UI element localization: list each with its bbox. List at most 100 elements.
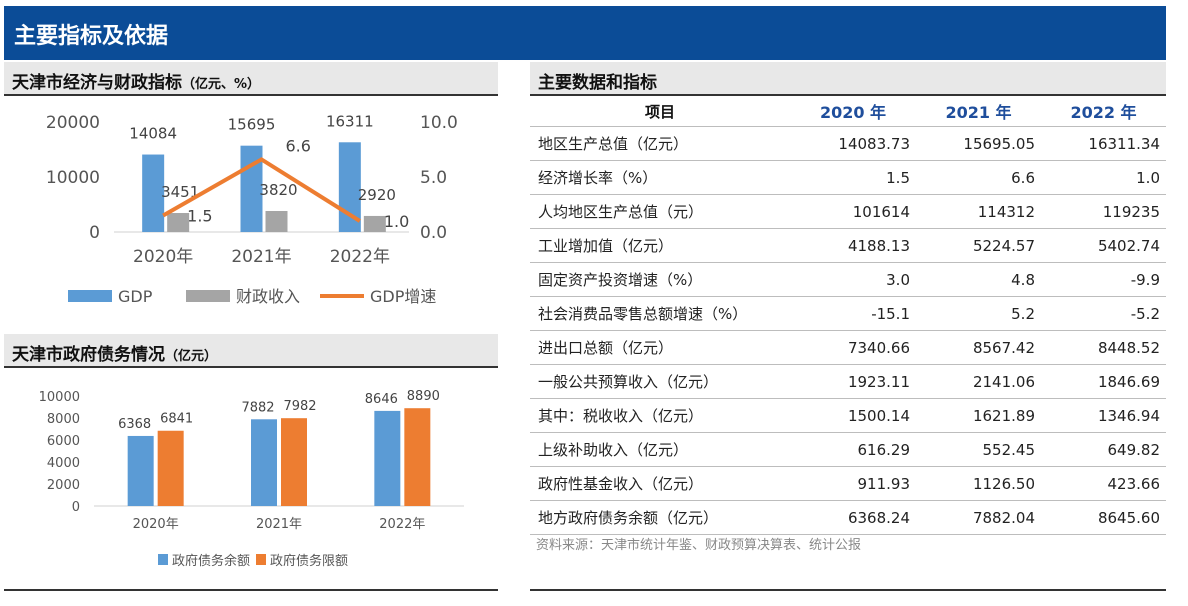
table-row: 工业增加值（亿元） 4188.13 5224.57 5402.74 bbox=[530, 228, 1166, 263]
cell-value: 1.0 bbox=[1041, 160, 1166, 195]
row-label: 社会消费品零售总额增速（%） bbox=[530, 296, 790, 331]
y-tick-label: 2000 bbox=[47, 478, 80, 493]
data-label-gdp-growth: 6.6 bbox=[286, 136, 311, 155]
cell-value: 423.66 bbox=[1041, 466, 1166, 501]
table-row: 上级补助收入（亿元） 616.29 552.45 649.82 bbox=[530, 432, 1166, 467]
table-row: 地方政府债务余额（亿元） 6368.24 7882.04 8645.60 bbox=[530, 500, 1166, 535]
cell-value: 5224.57 bbox=[916, 228, 1041, 263]
cell-value: 911.93 bbox=[790, 466, 916, 501]
x-tick-label: 2022年 bbox=[330, 247, 390, 267]
y2-tick-label: 0.0 bbox=[420, 223, 447, 243]
bar-fiscal-revenue bbox=[363, 215, 386, 232]
cell-value: 1846.69 bbox=[1041, 364, 1166, 399]
chart1-title-main: 天津市经济与财政指标 bbox=[12, 73, 182, 93]
economy-fiscal-chart: 0 10000 20000 0.0 5.0 10.0 14084 3451 2020年 15695… bbox=[46, 112, 458, 306]
row-label: 经济增长率（%） bbox=[530, 160, 790, 195]
y2-tick-label: 10.0 bbox=[420, 113, 458, 133]
bar-debt-limit bbox=[404, 408, 431, 506]
row-label: 工业增加值（亿元） bbox=[530, 228, 790, 263]
table-row: 一般公共预算收入（亿元） 1923.11 2141.06 1846.69 bbox=[530, 364, 1166, 399]
table-header-row: 项目 2020 年 2021 年 2022 年 bbox=[530, 96, 1166, 127]
data-label-debt-limit: 7982 bbox=[283, 399, 316, 414]
chart2-title: 天津市政府债务情况（亿元） bbox=[12, 340, 217, 365]
bar-gdp bbox=[142, 154, 165, 232]
cell-value: 7340.66 bbox=[790, 330, 916, 365]
legend-swatch bbox=[68, 290, 112, 302]
government-debt-chart: 0 2000 4000 6000 8000 10000 6368 6841 2020年 7882 7… bbox=[39, 389, 464, 569]
table-row: 进出口总额（亿元） 7340.66 8567.42 8448.52 bbox=[530, 330, 1166, 365]
row-label: 一般公共预算收入（亿元） bbox=[530, 364, 790, 399]
chart1-title-unit: （亿元、%） bbox=[182, 77, 261, 92]
bar-fiscal-revenue bbox=[265, 210, 288, 232]
cell-value: 119235 bbox=[1041, 194, 1166, 229]
cell-value: 114312 bbox=[916, 194, 1041, 229]
row-label: 地区生产总值（亿元） bbox=[530, 126, 790, 161]
right-bottom-rule bbox=[530, 589, 1166, 591]
chart2-header: 天津市政府债务情况（亿元） bbox=[4, 334, 498, 366]
chart2-title-main: 天津市政府债务情况 bbox=[12, 345, 165, 365]
x-tick-label: 2020年 bbox=[133, 247, 193, 267]
cell-value: 15695.05 bbox=[916, 126, 1041, 161]
y-tick-label: 8000 bbox=[47, 412, 80, 427]
table-row: 社会消费品零售总额增速（%） -15.1 5.2 -5.2 bbox=[530, 296, 1166, 331]
cell-value: 1621.89 bbox=[916, 398, 1041, 433]
cell-value: 4188.13 bbox=[790, 228, 916, 263]
data-label-gdp: 16311 bbox=[326, 112, 374, 130]
bar-fiscal-revenue bbox=[167, 213, 190, 232]
cell-value: 1.5 bbox=[790, 160, 916, 195]
line-gdp-growth bbox=[162, 157, 361, 223]
x-tick-label: 2020年 bbox=[133, 517, 179, 532]
chart2-rule bbox=[4, 366, 498, 368]
data-label-gdp-growth: 1.5 bbox=[187, 207, 212, 226]
chart1-rule bbox=[4, 94, 498, 96]
legend-label: 政府债务限额 bbox=[270, 553, 348, 569]
table-rule bbox=[530, 94, 1166, 96]
table-header: 主要数据和指标 bbox=[530, 62, 1166, 94]
cell-value: -15.1 bbox=[790, 296, 916, 331]
cell-value: -9.9 bbox=[1041, 262, 1166, 297]
table-row: 固定资产投资增速（%） 3.0 4.8 -9.9 bbox=[530, 262, 1166, 297]
legend-label: GDP bbox=[118, 287, 153, 306]
legend-label: 财政收入 bbox=[236, 287, 300, 306]
cell-value: 8448.52 bbox=[1041, 330, 1166, 365]
row-label: 上级补助收入（亿元） bbox=[530, 432, 790, 467]
y-tick-label: 10000 bbox=[39, 390, 80, 405]
bar-debt-balance bbox=[251, 419, 277, 506]
page-banner: 主要指标及依据 bbox=[4, 6, 1166, 60]
y-tick-label: 0 bbox=[89, 223, 100, 243]
cell-value: 1500.14 bbox=[790, 398, 916, 433]
cell-value: 4.8 bbox=[916, 262, 1041, 297]
cell-value: 101614 bbox=[790, 194, 916, 229]
legend-swatch bbox=[158, 554, 168, 565]
bar-debt-limit bbox=[157, 430, 184, 506]
y-tick-label: 10000 bbox=[46, 168, 100, 188]
legend-label: 政府债务余额 bbox=[172, 553, 250, 569]
chart2-title-unit: （亿元） bbox=[165, 349, 218, 364]
row-label: 地方政府债务余额（亿元） bbox=[530, 500, 790, 535]
x-tick-label: 2022年 bbox=[379, 517, 425, 532]
column-header: 项目 bbox=[644, 102, 675, 121]
cell-value: 7882.04 bbox=[916, 500, 1041, 535]
bar-debt-balance bbox=[127, 435, 154, 506]
bar-debt-limit bbox=[281, 418, 307, 506]
table-title: 主要数据和指标 bbox=[538, 73, 657, 93]
y2-tick-label: 5.0 bbox=[420, 168, 447, 188]
cell-value: 14083.73 bbox=[790, 126, 916, 161]
data-label-debt-balance: 6368 bbox=[118, 417, 151, 432]
row-label: 固定资产投资增速（%） bbox=[530, 262, 790, 297]
left-bottom-rule bbox=[4, 589, 498, 591]
table-row: 地区生产总值（亿元） 14083.73 15695.05 16311.34 bbox=[530, 126, 1166, 161]
x-tick-label: 2021年 bbox=[256, 517, 302, 532]
cell-value: 1126.50 bbox=[916, 466, 1041, 501]
legend-swatch bbox=[186, 290, 230, 302]
cell-value: 5402.74 bbox=[1041, 228, 1166, 263]
cell-value: 16311.34 bbox=[1041, 126, 1166, 161]
chart1-title: 天津市经济与财政指标（亿元、%） bbox=[12, 68, 260, 93]
indicators-table: 项目 2020 年 2021 年 2022 年 地区生产总值（亿元） 14083.… bbox=[530, 96, 1166, 535]
column-header: 2020 年 bbox=[819, 103, 887, 122]
source-note: 资料来源：天津市统计年鉴、财政预算决算表、统计公报 bbox=[536, 538, 862, 553]
y-tick-label: 20000 bbox=[46, 113, 100, 133]
bar-debt-balance bbox=[374, 410, 401, 506]
chart1-header: 天津市经济与财政指标（亿元、%） bbox=[4, 62, 498, 94]
data-label-fiscal-revenue: 2920 bbox=[358, 186, 396, 204]
